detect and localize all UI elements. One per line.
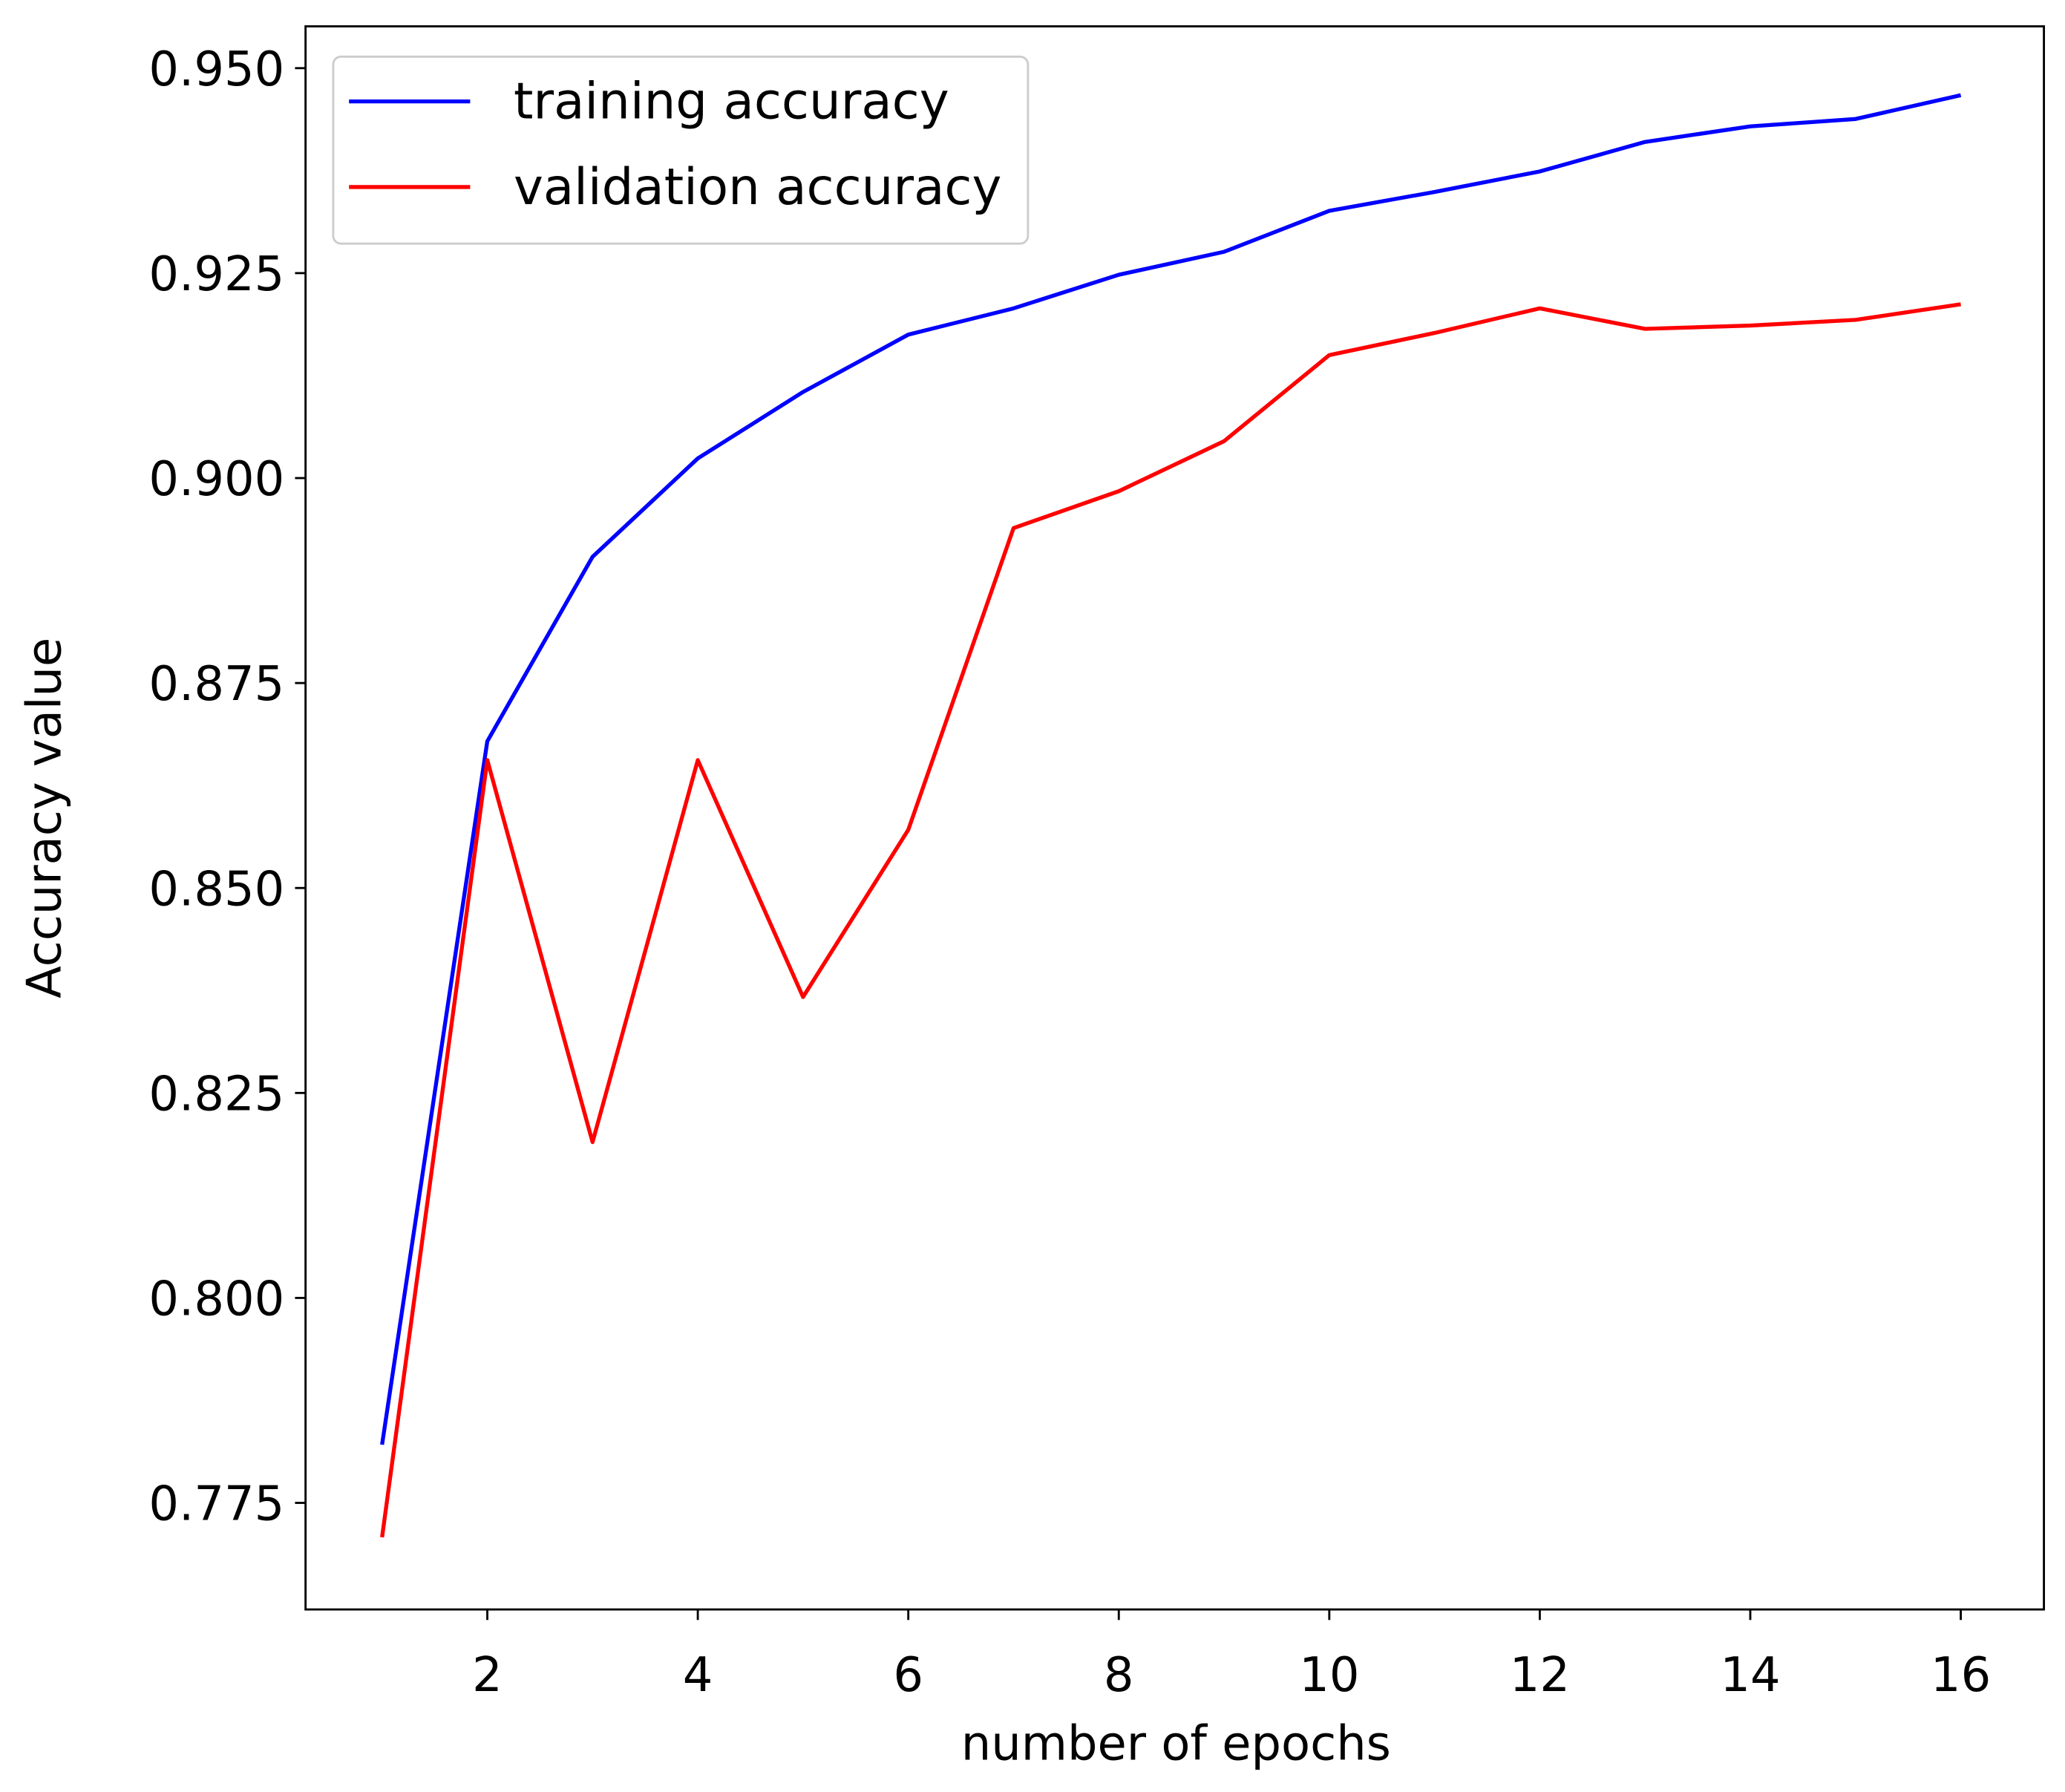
y-tick-label: 0.775 bbox=[148, 1477, 284, 1532]
legend: training accuracy validation accuracy bbox=[332, 55, 1030, 245]
x-tick-label: 6 bbox=[893, 1648, 923, 1703]
y-axis-label: Accuracy value bbox=[18, 638, 73, 998]
legend-box bbox=[332, 55, 1030, 245]
x-tick-label: 16 bbox=[1931, 1648, 1991, 1703]
legend-label: training accuracy bbox=[514, 72, 949, 131]
x-tick-label: 4 bbox=[683, 1648, 713, 1703]
y-tick-label: 0.900 bbox=[148, 452, 284, 507]
plot-frame bbox=[304, 25, 2046, 1611]
y-tick-label: 0.850 bbox=[148, 862, 284, 917]
y-tick-label: 0.800 bbox=[148, 1272, 284, 1327]
y-tick-label: 0.825 bbox=[148, 1067, 284, 1122]
y-tick-label: 0.925 bbox=[148, 247, 284, 302]
x-tick-label: 12 bbox=[1510, 1648, 1570, 1703]
x-tick-label: 10 bbox=[1299, 1648, 1359, 1703]
x-tick-label: 8 bbox=[1104, 1648, 1134, 1703]
data-line bbox=[380, 93, 1962, 1445]
y-tick-label: 0.875 bbox=[148, 657, 284, 712]
x-tick-label: 14 bbox=[1720, 1648, 1780, 1703]
data-line bbox=[380, 302, 1961, 1538]
x-tick-label: 2 bbox=[472, 1648, 503, 1703]
y-tick-label: 0.950 bbox=[148, 42, 284, 97]
legend-label: validation accuracy bbox=[514, 157, 1001, 216]
x-axis-label: number of epochs bbox=[961, 1716, 1391, 1771]
